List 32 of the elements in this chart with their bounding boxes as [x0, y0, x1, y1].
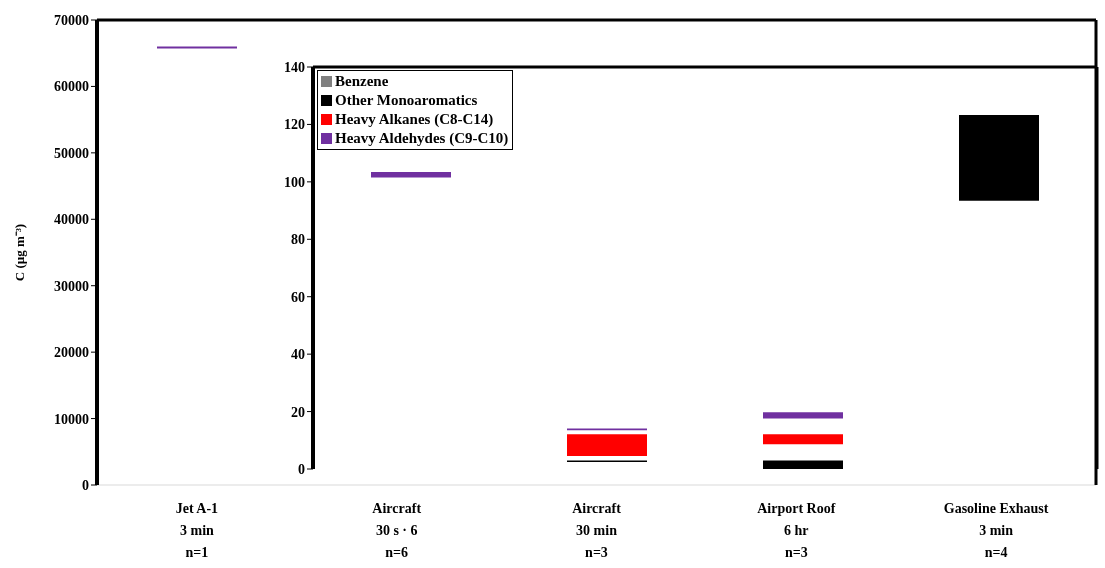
x-tick-label: Airport Roof 6 hr n=3: [757, 501, 836, 560]
y-axis-title: C (µg m⁻³): [12, 223, 27, 282]
y-tick-label: 80: [291, 232, 305, 248]
y-tick-label: 120: [284, 117, 305, 133]
y-tick-label: 0: [82, 477, 89, 493]
legend-label: Benzene: [335, 72, 389, 91]
legend-label: Heavy Aldehydes (C9-C10): [335, 129, 509, 148]
x-tick-label: Aircraft 30 s · 6 n=6: [372, 501, 422, 560]
y-tick-label: 50000: [54, 145, 89, 161]
y-tick-label: 20000: [54, 345, 89, 361]
y-tick-label: 60000: [54, 79, 89, 95]
legend-label: Heavy Alkanes (C8-C14): [335, 110, 494, 129]
bar: [763, 412, 843, 419]
bar: [763, 460, 843, 469]
y-tick-label: 70000: [54, 12, 89, 28]
bar: [567, 434, 647, 457]
legend-label: Other Monoaromatics: [335, 91, 478, 110]
y-tick-label: 100: [284, 174, 305, 190]
y-tick-label: 0: [298, 461, 305, 477]
y-tick-label: 20: [291, 404, 305, 420]
y-tick-label: 10000: [54, 411, 89, 427]
y-tick-label: 30000: [54, 278, 89, 294]
bar: [763, 434, 843, 445]
x-tick-label: Jet A-1 3 min n=1: [175, 501, 219, 560]
y-tick-label: 60: [291, 289, 305, 305]
x-tick-label: Aircraft 30 min n=3: [572, 501, 622, 560]
y-tick-label: 40: [291, 347, 305, 363]
bar: [959, 114, 1039, 201]
bar: [371, 172, 451, 178]
y-tick-label: 40000: [54, 212, 89, 228]
x-tick-label: Gasoline Exhaust 3 min n=4: [943, 501, 1049, 560]
y-tick-label: 140: [284, 59, 305, 75]
